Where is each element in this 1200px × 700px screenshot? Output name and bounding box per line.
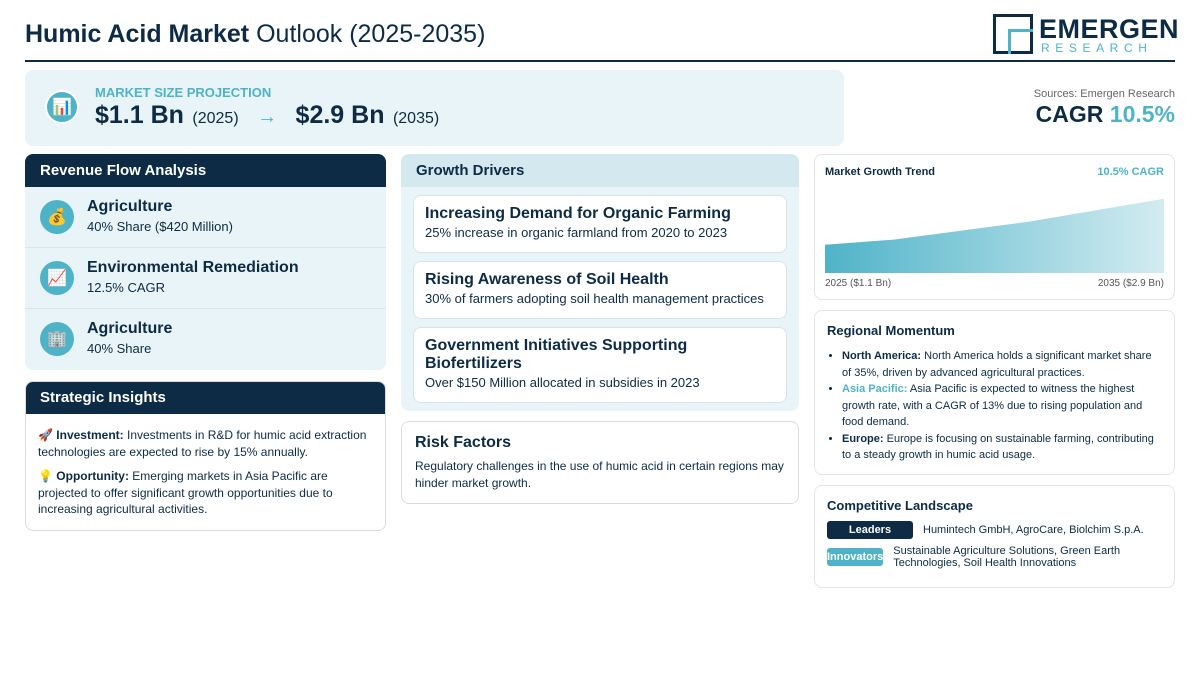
start-value: $1.1 Bn <box>95 101 184 129</box>
logo-mark-icon <box>993 14 1033 54</box>
list-item: North America: North America holds a sig… <box>842 348 1162 381</box>
region-name: North America: <box>842 350 922 362</box>
page-header: Humic Acid Market Outlook (2025-2035) EM… <box>25 12 1179 62</box>
cagr-label: CAGR <box>1035 101 1104 127</box>
light-bulb-icon: 💡 <box>38 469 53 483</box>
cagr-value: 10.5% <box>1109 101 1175 127</box>
chart-title: Market Growth Trend <box>825 166 936 178</box>
driver-item: Rising Awareness of Soil Health 30% of f… <box>413 261 787 319</box>
insight-item: 🚀 Investment: Investments in R&D for hum… <box>38 427 373 460</box>
region-text: North America holds a significant market… <box>842 350 1152 379</box>
growth-drivers-title: Growth Drivers <box>401 154 799 187</box>
regional-list: North America: North America holds a sig… <box>827 348 1162 464</box>
revenue-item-name: Environmental Remediation <box>87 259 299 276</box>
leaders-text: Humintech GmbH, AgroCare, Biolchim S.p.A… <box>923 524 1144 536</box>
regional-momentum-card: Regional Momentum North America: North A… <box>814 310 1175 475</box>
region-name: Asia Pacific: <box>842 383 908 395</box>
revenue-flow-card: Revenue Flow Analysis 💰 Agriculture 40% … <box>25 154 386 370</box>
revenue-item-sub: 12.5% CAGR <box>87 280 166 295</box>
market-size-projection: 📊 MARKET SIZE PROJECTION $1.1 Bn (2025) … <box>25 70 844 146</box>
revenue-item: 📈 Environmental Remediation 12.5% CAGR <box>25 248 386 309</box>
strategic-insights-body: 🚀 Investment: Investments in R&D for hum… <box>26 414 385 518</box>
region-name: Europe: <box>842 432 884 445</box>
leaders-row: Leaders Humintech GmbH, AgroCare, Biolch… <box>827 521 1144 539</box>
insight-label: Investment: <box>56 428 124 442</box>
revenue-item-name: Agriculture <box>87 320 173 337</box>
logo-main-text: EMERGEN <box>1039 14 1180 44</box>
innovators-badge: Innovators <box>827 548 884 566</box>
driver-title: Government Initiatives Supporting Biofer… <box>425 337 688 372</box>
region-text: Europe is focusing on sustainable farmin… <box>842 432 1154 462</box>
strategic-insights-title: Strategic Insights <box>26 382 385 414</box>
money-bag-icon: 💰 <box>40 200 74 234</box>
office-building-icon: 🏢 <box>40 322 74 356</box>
insight-label: Opportunity: <box>56 469 129 483</box>
chart-start-label: 2025 ($1.1 Bn) <box>825 278 892 289</box>
driver-sub: 25% increase in organic farmland from 20… <box>425 225 728 240</box>
growth-drivers-card: Growth Drivers Increasing Demand for Org… <box>401 154 799 411</box>
competitive-landscape-title: Competitive Landscape <box>827 498 973 513</box>
market-growth-trend-card: Market Growth Trend 10.5% CAGR 2025 ($1.… <box>814 154 1175 300</box>
logo-sub-text: RESEARCH <box>1041 41 1153 55</box>
risk-factors-text: Regulatory challenges in the use of humi… <box>415 459 784 490</box>
end-value: $2.9 Bn <box>295 101 385 129</box>
list-item: Europe: Europe is focusing on sustainabl… <box>842 431 1162 464</box>
driver-sub: Over $150 Million allocated in subsidies… <box>425 375 700 390</box>
arrow-right-icon: → <box>257 106 278 128</box>
insight-text: Investments in R&D for humic acid extrac… <box>38 428 367 459</box>
driver-item: Increasing Demand for Organic Farming 25… <box>413 195 787 253</box>
projection-label: MARKET SIZE PROJECTION <box>95 85 272 100</box>
insight-text: Emerging markets in Asia Pacific are pro… <box>38 469 333 516</box>
driver-title: Rising Awareness of Soil Health <box>425 271 669 288</box>
driver-title: Increasing Demand for Organic Farming <box>425 205 731 222</box>
revenue-item: 💰 Agriculture 40% Share ($420 Million) <box>25 187 386 248</box>
title-rest: Outlook (2025-2035) <box>256 20 486 48</box>
risk-factors-card: Risk Factors Regulatory challenges in th… <box>401 421 799 504</box>
revenue-item-name: Agriculture <box>87 198 173 215</box>
risk-factors-title: Risk Factors <box>415 434 512 451</box>
chart-end-label: 2035 ($2.9 Bn) <box>1097 278 1164 289</box>
cagr-headline: CAGR 10.5% <box>1036 101 1175 128</box>
innovators-text: Sustainable Agriculture Solutions, Green… <box>893 545 1121 569</box>
revenue-item-sub: 40% Share ($420 Million) <box>87 219 233 234</box>
driver-item: Government Initiatives Supporting Biofer… <box>413 327 787 403</box>
sources-text: Sources: Emergen Research <box>1033 88 1175 100</box>
revenue-item: 🏢 Agriculture 40% Share <box>25 309 386 370</box>
leaders-badge: Leaders <box>827 521 913 539</box>
regional-momentum-title: Regional Momentum <box>827 323 955 338</box>
emergen-logo[interactable]: EMERGEN RESEARCH <box>993 14 1179 56</box>
growth-area-chart <box>825 198 1164 273</box>
innovators-row: Innovators Sustainable Agriculture Solut… <box>827 545 1147 569</box>
projection-values: $1.1 Bn (2025) → $2.9 Bn (2035) <box>95 101 439 130</box>
region-text: Asia Pacific is expected to witness the … <box>842 383 1143 428</box>
growth-area <box>825 198 1164 273</box>
strategic-insights-card: Strategic Insights 🚀 Investment: Investm… <box>25 381 386 531</box>
competitive-landscape-card: Competitive Landscape Leaders Humintech … <box>814 485 1175 588</box>
driver-sub: 30% of farmers adopting soil health mana… <box>425 291 764 306</box>
title-bold: Humic Acid Market <box>25 20 250 48</box>
bar-chart-icon: 📊 <box>45 90 79 124</box>
insight-item: 💡 Opportunity: Emerging markets in Asia … <box>38 468 373 518</box>
chart-increasing-icon: 📈 <box>40 261 74 295</box>
rocket-icon: 🚀 <box>38 428 53 442</box>
chart-annotation: 10.5% CAGR <box>1097 166 1164 178</box>
revenue-item-sub: 40% Share <box>87 341 152 356</box>
page-title: Humic Acid Market Outlook (2025-2035) <box>25 20 485 49</box>
list-item: Asia Pacific: Asia Pacific is expected t… <box>842 381 1162 431</box>
end-year: (2035) <box>392 110 440 127</box>
revenue-flow-title: Revenue Flow Analysis <box>25 154 386 187</box>
start-year: (2025) <box>192 110 239 127</box>
